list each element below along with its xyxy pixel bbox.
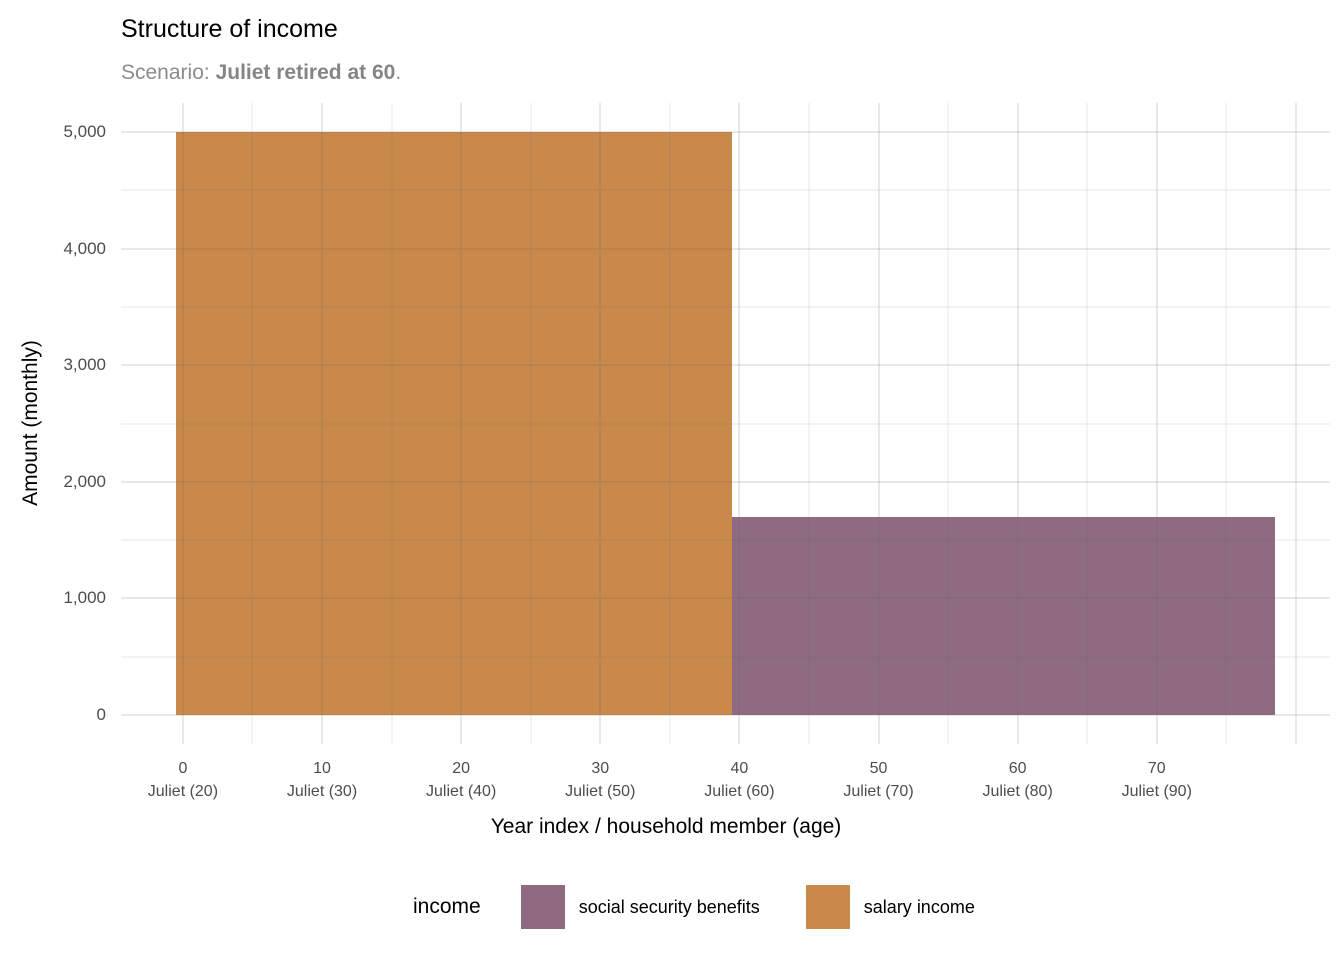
gridline-x-major [181,103,184,744]
x-tick-household-member: Juliet (60) [704,783,775,800]
bar-social-security-benefits [732,516,1276,715]
x-tick-household-member: Juliet (40) [426,783,497,800]
x-tick-year-index: 10 [313,760,331,777]
gridline-x-minor [1225,103,1228,744]
gridline-y-major [121,597,1330,600]
gridline-y-major [121,480,1330,483]
gridline-y-minor [121,539,1330,542]
x-tick-household-member: Juliet (70) [843,783,914,800]
gridline-y-minor [121,655,1330,658]
x-tick-household-member: Juliet (80) [982,783,1053,800]
chart-subtitle: Scenario: Juliet retired at 60. [121,59,401,87]
y-tick-label: 5,000 [63,122,106,142]
x-tick-label: 40 Juliet (60) [659,757,819,803]
x-tick-label: 50 Juliet (70) [799,757,959,803]
x-tick-label: 10 Juliet (30) [242,757,402,803]
gridline-x-major [738,103,741,744]
legend-label-salary-income: salary income [863,896,975,917]
x-axis-title: Year index / household member (age) [490,815,842,838]
legend-title: income [413,895,481,918]
x-tick-year-index: 0 [178,760,188,777]
gridline-y-minor [121,305,1330,308]
x-tick-year-index: 60 [1008,760,1027,777]
y-tick-label: 1,000 [63,588,106,608]
gridline-x-minor [1086,103,1089,744]
gridline-x-minor [807,103,810,744]
legend: income social security benefits salary i… [413,884,975,930]
x-tick-household-member: Juliet (30) [286,783,358,800]
plot-panel [121,103,1330,744]
gridline-y-major [121,131,1330,134]
y-tick-label: 4,000 [63,238,106,258]
x-tick-label: 70 Juliet (90) [1077,757,1237,803]
legend-item-social-security: social security benefits [520,885,760,929]
gridline-x-major [1155,103,1158,744]
subtitle-prefix: Scenario: [121,61,216,84]
bar-salary-income [175,132,733,715]
legend-key-salary-income-swatch [805,885,850,929]
x-tick-label: 60 Juliet (80) [938,757,1098,803]
y-tick-label: 2,000 [63,471,106,491]
x-tick-year-index: 70 [1147,760,1166,777]
gridline-y-minor [121,422,1330,425]
x-tick-household-member: Juliet (20) [147,783,219,800]
gridline-x-major [321,103,324,744]
y-tick-label: 3,000 [63,355,106,375]
gridline-x-minor [668,103,671,744]
gridline-x-major [1016,103,1019,744]
x-tick-year-index: 30 [591,760,610,777]
gridline-y-major [121,247,1330,250]
gridline-x-minor [529,103,532,744]
gridline-x-major [599,103,602,744]
legend-label-social-security: social security benefits [578,896,760,917]
x-tick-label: 20 Juliet (40) [381,757,541,803]
x-tick-year-index: 20 [452,760,471,777]
x-tick-household-member: Juliet (50) [565,783,636,800]
legend-key-social-security-swatch [520,885,565,929]
chart-title: Structure of income [121,15,338,43]
gridline-y-major [121,364,1330,367]
y-tick-label: 0 [96,704,106,724]
subtitle-scenario-name: Juliet retired at 60 [215,61,396,84]
gridline-y-major [121,713,1330,716]
gridline-x-major [1294,103,1297,744]
subtitle-suffix: . [395,61,402,84]
x-tick-year-index: 50 [869,760,888,777]
gridline-x-minor [390,103,393,744]
x-tick-label: 0 Juliet (20) [103,757,263,803]
x-tick-household-member: Juliet (90) [1121,783,1192,800]
gridline-x-major [877,103,880,744]
gridline-y-minor [121,189,1330,192]
gridline-x-major [460,103,463,744]
legend-item-salary-income: salary income [805,885,975,929]
gridline-x-minor [251,103,254,744]
x-tick-year-index: 40 [730,760,749,777]
gridline-x-minor [947,103,950,744]
x-tick-label: 30 Juliet (50) [520,757,680,803]
